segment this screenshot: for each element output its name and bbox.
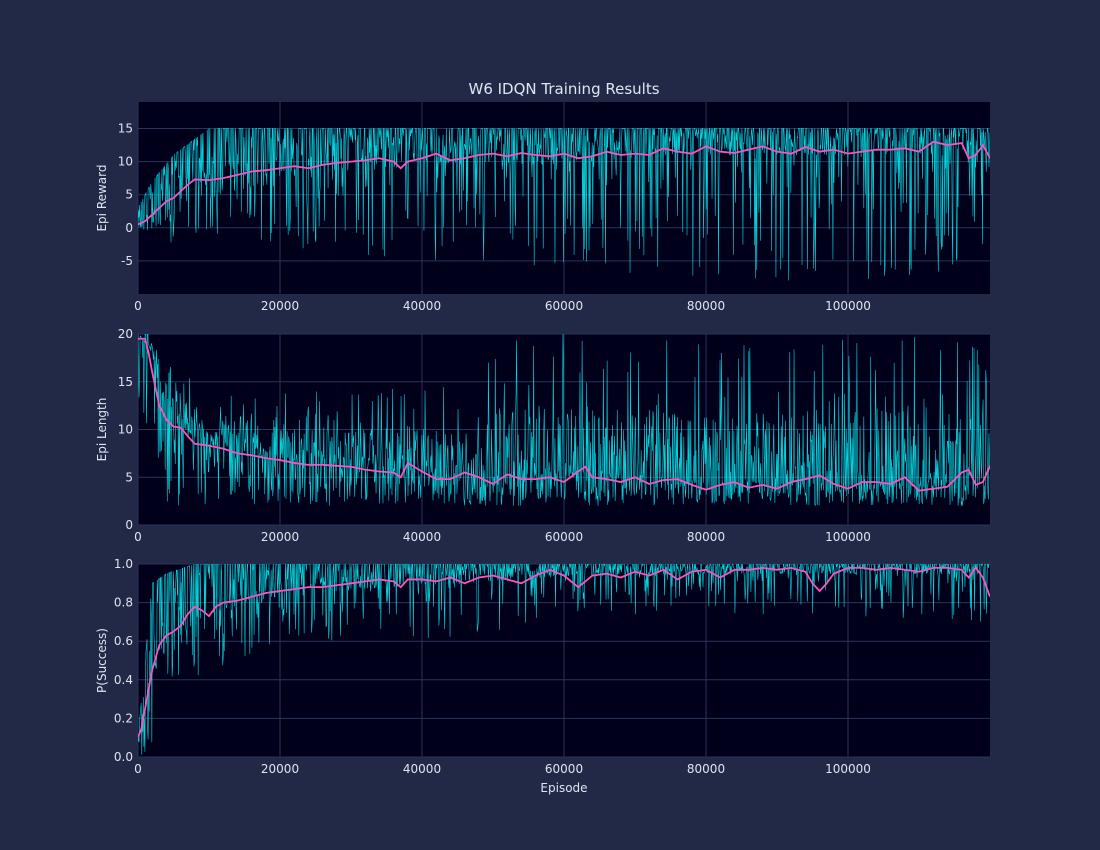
- y-tick-label: 0.6: [114, 634, 133, 648]
- y-tick-label: -5: [121, 254, 133, 268]
- y-tick-label: 0.8: [114, 596, 133, 610]
- x-tick-label: 40000: [403, 299, 441, 313]
- x-tick-label: 20000: [261, 299, 299, 313]
- smoothed-series-line: [138, 566, 990, 739]
- x-tick-label: 80000: [687, 762, 725, 776]
- y-tick-label: 15: [118, 121, 133, 135]
- y-tick-label: 0.2: [114, 711, 133, 725]
- y-axis-label: P(Success): [95, 628, 109, 693]
- panel-3: 0 20000 40000 60000 80000 100000 0.0 0.2 0.4 0.6 0…: [95, 557, 990, 795]
- y-tick-label: 5: [125, 188, 133, 202]
- y-tick-label: 5: [125, 470, 133, 484]
- panel-1: 0 20000 40000 60000 80000 100000 -5 0 5 10 15 Epi R…: [95, 102, 990, 313]
- y-tick-label: 10: [118, 155, 133, 169]
- x-axis-label: Episode: [540, 781, 587, 795]
- figure-title: W6 IDQN Training Results: [468, 80, 659, 98]
- x-tick-label: 20000: [261, 762, 299, 776]
- x-tick-label: 0: [134, 762, 142, 776]
- y-tick-label: 0: [125, 221, 133, 235]
- x-tick-label: 100000: [825, 762, 871, 776]
- x-tick-label: 0: [134, 530, 142, 544]
- smoothed-series-line: [138, 337, 990, 492]
- x-tick-label: 100000: [825, 530, 871, 544]
- y-tick-label: 1.0: [114, 557, 133, 571]
- x-tick-label: 60000: [545, 762, 583, 776]
- y-tick-label: 15: [118, 375, 133, 389]
- y-tick-label: 0.4: [114, 673, 133, 687]
- y-tick-label: 10: [118, 423, 133, 437]
- x-tick-label: 80000: [687, 299, 725, 313]
- x-tick-label: 60000: [545, 299, 583, 313]
- x-tick-label: 40000: [403, 762, 441, 776]
- x-tick-label: 60000: [545, 530, 583, 544]
- y-axis-label: Epi Reward: [95, 164, 109, 231]
- smoothed-series-line: [138, 140, 990, 226]
- x-tick-label: 80000: [687, 530, 725, 544]
- x-tick-label: 100000: [825, 299, 871, 313]
- y-tick-label: 0: [125, 518, 133, 532]
- x-tick-label: 40000: [403, 530, 441, 544]
- x-tick-label: 0: [134, 299, 142, 313]
- y-axis-label: Epi Length: [95, 398, 109, 462]
- y-tick-label: 0.0: [114, 750, 133, 764]
- panel-2: 0 20000 40000 60000 80000 100000 0 5 10 15 20 Epi L…: [95, 327, 990, 544]
- y-tick-label: 20: [118, 327, 133, 341]
- x-tick-label: 20000: [261, 530, 299, 544]
- raw-series-line: [138, 128, 990, 281]
